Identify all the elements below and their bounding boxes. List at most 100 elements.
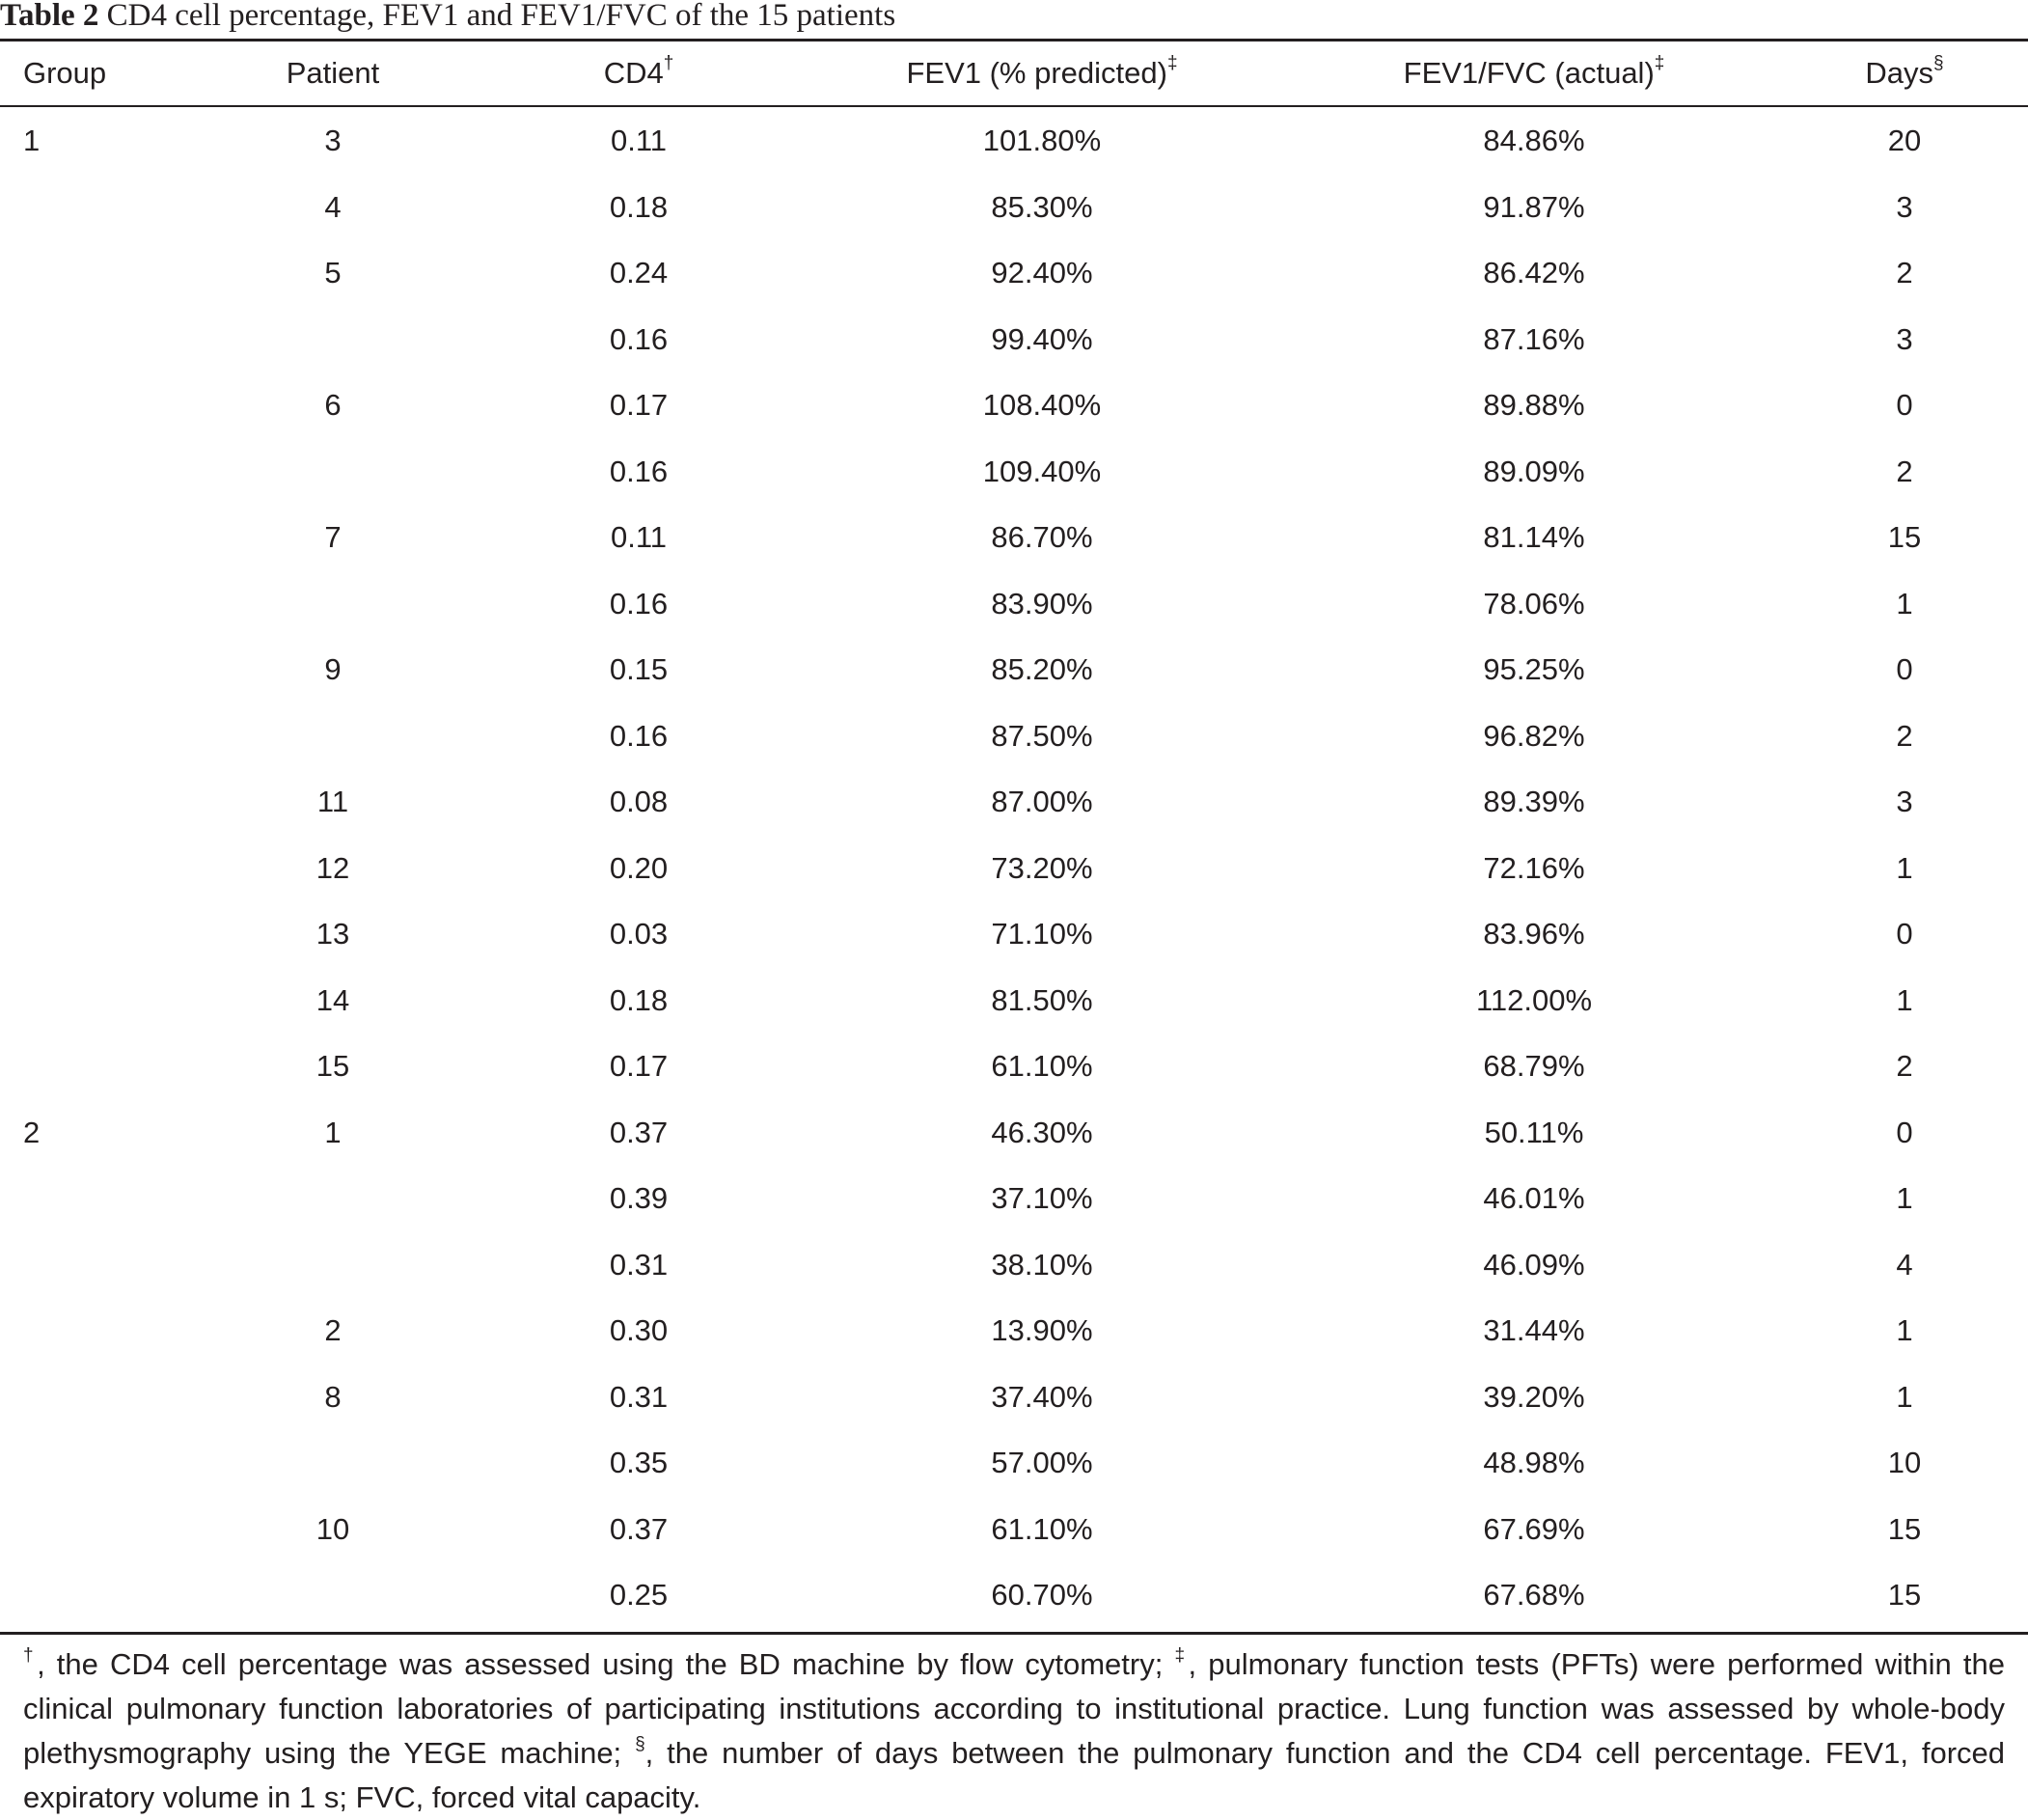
column-header-patient: Patient (286, 56, 380, 90)
cell-ratio: 50.11% (1484, 1115, 1584, 1149)
column-header-days: Days§ (1865, 52, 1944, 90)
table-row: 10 0.37 61.10% 67.69% 15 (0, 1497, 2028, 1562)
cell-fev1: 60.70% (991, 1578, 1093, 1612)
cell-days: 2 (1896, 1049, 1913, 1083)
cell-ratio: 46.09% (1483, 1247, 1585, 1282)
cell-ratio: 67.69% (1483, 1511, 1585, 1546)
column-header-fev1-fvc: FEV1/FVC (actual)‡ (1403, 52, 1665, 90)
cell-group (23, 1562, 158, 1628)
cell-ratio: 67.68% (1483, 1578, 1585, 1612)
cell-ratio: 84.86% (1483, 124, 1585, 157)
cell-patient (236, 703, 429, 769)
cell-days: 0 (1896, 1115, 1913, 1149)
table-row: 0.16 87.50% 96.82% 2 (0, 703, 2028, 769)
table-row: 12 0.20 73.20% 72.16% 1 (0, 836, 2028, 901)
footnote-text: , the number of days between the pulmona… (23, 1736, 2005, 1814)
cell-ratio: 112.00% (1475, 982, 1593, 1017)
cell-ratio: 48.98% (1483, 1446, 1585, 1479)
cell-group: 1 (23, 124, 41, 157)
table-caption-text: CD4 cell percentage, FEV1 and FEV1/FVC o… (98, 0, 896, 33)
cell-cd4: 0.11 (610, 124, 668, 157)
cell-group (23, 439, 158, 505)
cell-cd4: 0.20 (609, 850, 669, 885)
cell-fev1: 61.10% (991, 1511, 1093, 1546)
cell-cd4: 0.17 (609, 388, 669, 422)
table-row: 1 3 0.11 101.80% 84.86% 20 (0, 108, 2028, 174)
cell-fev1: 37.40% (991, 1379, 1093, 1414)
cell-fev1: 71.10% (991, 917, 1093, 951)
cell-group (23, 372, 158, 438)
cell-group (23, 703, 158, 769)
cell-group (23, 1298, 158, 1364)
cell-patient: 5 (324, 256, 342, 290)
cell-fev1: 13.90% (991, 1313, 1093, 1347)
table-row: 11 0.08 87.00% 89.39% 3 (0, 769, 2028, 835)
cell-cd4: 0.18 (609, 982, 669, 1017)
cell-fev1: 57.00% (991, 1446, 1093, 1479)
cell-fev1: 87.50% (991, 718, 1093, 753)
table-row: 0.16 109.40% 89.09% 2 (0, 439, 2028, 505)
cell-ratio: 89.09% (1483, 454, 1585, 488)
cell-fev1: 99.40% (991, 321, 1093, 356)
cell-fev1: 46.30% (991, 1115, 1093, 1149)
cell-days: 2 (1896, 256, 1913, 290)
cell-group (23, 1430, 158, 1496)
cell-patient: 2 (324, 1313, 342, 1347)
cell-group (23, 968, 158, 1034)
footnote-mark: ‡ (1174, 1644, 1189, 1666)
table-row: 0.35 57.00% 48.98% 10 (0, 1430, 2028, 1496)
table-row: 15 0.17 61.10% 68.79% 2 (0, 1034, 2028, 1099)
table-row: 4 0.18 85.30% 91.87% 3 (0, 175, 2028, 240)
cell-days: 1 (1896, 1181, 1913, 1215)
cell-group (23, 175, 158, 240)
cell-patient: 7 (324, 520, 342, 554)
footnote-text: , the CD4 cell percentage was assessed u… (37, 1647, 1175, 1681)
cell-days: 1 (1896, 982, 1913, 1017)
cell-cd4: 0.15 (609, 652, 669, 686)
cell-fev1: 108.40% (982, 388, 1102, 422)
table-top-rule (0, 39, 2028, 41)
cell-cd4: 0.16 (609, 321, 669, 356)
cell-ratio: 31.44% (1483, 1313, 1585, 1347)
cell-ratio: 72.16% (1483, 850, 1585, 885)
cell-fev1: 61.10% (991, 1049, 1093, 1083)
cell-days: 15 (1887, 1511, 1922, 1546)
cell-days: 2 (1896, 454, 1913, 488)
cell-fev1: 109.40% (982, 454, 1102, 488)
cell-fev1: 81.50% (991, 982, 1093, 1017)
cell-days: 1 (1896, 586, 1913, 620)
table-row: 0.16 83.90% 78.06% 1 (0, 571, 2028, 637)
cell-group (23, 1365, 158, 1430)
cell-group (23, 901, 158, 967)
cell-patient: 14 (315, 982, 350, 1017)
cell-group (23, 571, 158, 637)
cell-days: 0 (1896, 917, 1913, 951)
cell-patient: 6 (324, 388, 342, 422)
cell-ratio: 39.20% (1483, 1379, 1585, 1414)
cell-fev1: 73.20% (991, 850, 1093, 885)
cell-ratio: 89.88% (1483, 388, 1585, 422)
cell-fev1: 92.40% (991, 256, 1093, 290)
table-header-row: Group Patient CD4† FEV1 (% predicted)‡ F… (0, 41, 2028, 106)
cell-ratio: 78.06% (1483, 586, 1585, 620)
cell-cd4: 0.17 (609, 1049, 669, 1083)
cell-ratio: 91.87% (1483, 189, 1585, 224)
cell-cd4: 0.37 (609, 1115, 669, 1149)
cell-patient: 4 (324, 189, 342, 224)
cell-patient (236, 1166, 429, 1231)
cell-cd4: 0.16 (609, 454, 669, 488)
cell-cd4: 0.16 (609, 718, 669, 753)
cell-cd4: 0.08 (609, 785, 669, 818)
cell-days: 0 (1896, 388, 1913, 422)
cell-days: 4 (1896, 1247, 1913, 1282)
cell-group (23, 637, 158, 703)
cell-group (23, 505, 158, 570)
cell-cd4: 0.35 (609, 1446, 669, 1479)
cell-cd4: 0.37 (609, 1511, 669, 1546)
cell-days: 1 (1896, 850, 1913, 885)
cell-cd4: 0.30 (609, 1313, 669, 1347)
cell-ratio: 68.79% (1483, 1049, 1585, 1083)
cell-cd4: 0.31 (609, 1379, 669, 1414)
cell-patient: 9 (324, 652, 342, 686)
cell-patient (236, 1232, 429, 1298)
